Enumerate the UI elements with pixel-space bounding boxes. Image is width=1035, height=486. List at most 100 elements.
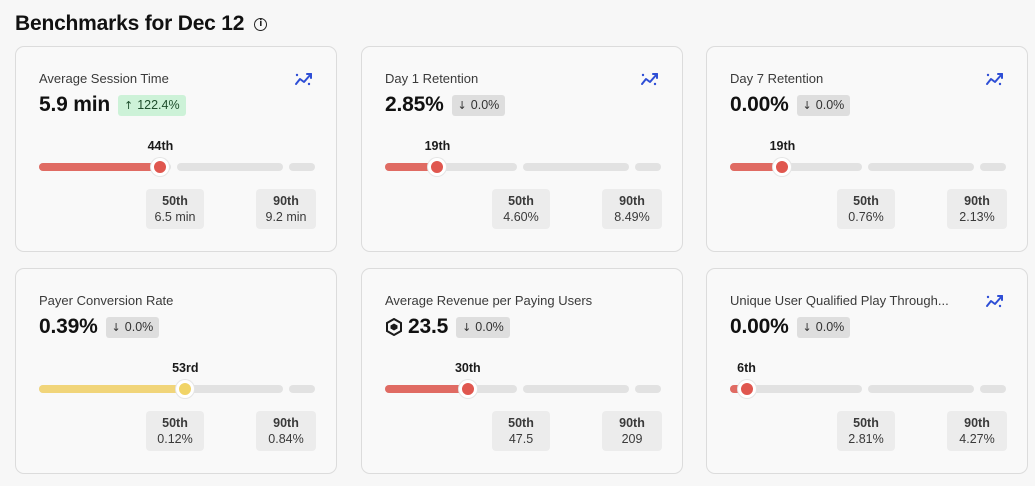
benchmark-90th-value: 0.84% [268, 432, 304, 446]
percentile-fill [730, 163, 783, 171]
percentile-marker [773, 158, 792, 176]
bar-segment-high [289, 163, 315, 171]
percentile-marker [458, 380, 477, 398]
benchmark-50th-value: 0.76% [848, 210, 884, 224]
arrow-down-icon: ↓ [802, 98, 812, 112]
benchmark-90th: 90th 9.2 min [256, 189, 316, 229]
trend-chart-icon[interactable] [294, 71, 314, 87]
benchmark-50th: 50th 0.12% [146, 411, 204, 451]
metric-value: 23.5 [408, 315, 449, 338]
benchmark-90th-value: 9.2 min [265, 210, 307, 224]
page-title: Benchmarks for Dec 12 [15, 12, 245, 35]
percentile-label: 6th [737, 361, 756, 375]
arrow-down-icon: ↓ [802, 320, 812, 334]
benchmark-50th-label: 50th [508, 416, 534, 430]
bar-segment-mid [868, 385, 974, 393]
benchmark-card: Average Revenue per Paying Users 23.5 ↓ … [361, 268, 683, 474]
bar-segment-high [980, 385, 1006, 393]
benchmark-90th-label: 90th [273, 416, 299, 430]
change-badge: ↓ 0.0% [456, 316, 510, 338]
percentile-label: 44th [147, 139, 174, 153]
benchmark-50th: 50th 47.5 [492, 411, 550, 451]
bar-segment-mid [868, 163, 974, 171]
card-title: Day 7 Retention [730, 71, 824, 86]
metric-value: 0.00% [730, 315, 789, 338]
card-title: Unique User Qualified Play Through... [730, 293, 949, 308]
metric-value: 0.39% [39, 315, 98, 338]
bar-segment-high [289, 385, 315, 393]
benchmark-90th: 90th 209 [602, 411, 662, 451]
benchmark-50th-label: 50th [853, 194, 879, 208]
bar-segment-mid [177, 385, 283, 393]
percentile-fill [39, 385, 186, 393]
bar-segment-low [730, 385, 862, 393]
benchmark-50th: 50th 0.76% [837, 189, 895, 229]
benchmark-90th-value: 4.27% [959, 432, 995, 446]
bar-segment-mid [523, 385, 629, 393]
percentile-fill [39, 163, 161, 171]
benchmark-90th-value: 2.13% [959, 210, 995, 224]
benchmark-90th-label: 90th [964, 416, 990, 430]
trend-chart-icon[interactable] [985, 293, 1005, 309]
percentile-label: 30th [454, 361, 481, 375]
arrow-down-icon: ↓ [457, 98, 467, 112]
info-icon[interactable]: i [254, 17, 268, 31]
change-badge: ↑ 122.4% [117, 94, 186, 116]
benchmark-card: Day 7 Retention 0.00% ↓ 0.0% 19th 50th 0… [706, 46, 1028, 252]
benchmark-card: Unique User Qualified Play Through... 0.… [706, 268, 1028, 474]
benchmark-card: Average Session Time 5.9 min ↑ 122.4% 44… [15, 46, 337, 252]
metric-value: 5.9 min [39, 93, 110, 116]
bar-segment-low [730, 163, 862, 171]
change-text: 0.0% [815, 98, 845, 112]
card-title: Day 1 Retention [385, 71, 479, 86]
percentile-marker [176, 380, 195, 398]
bar-segment-high [980, 163, 1006, 171]
benchmark-90th: 90th 2.13% [947, 189, 1007, 229]
percentile-marker [151, 158, 170, 176]
value-row: 0.00% ↓ 0.0% [730, 93, 851, 117]
bar-segment-high [635, 163, 661, 171]
bar-segment-mid [177, 163, 283, 171]
benchmark-90th: 90th 8.49% [602, 189, 662, 229]
robux-icon [385, 317, 403, 337]
change-text: 0.0% [124, 320, 154, 334]
metric-value: 2.85% [385, 93, 444, 116]
benchmark-50th-label: 50th [162, 194, 188, 208]
benchmark-card: Day 1 Retention 2.85% ↓ 0.0% 19th 50th 4… [361, 46, 683, 252]
benchmark-50th-label: 50th [853, 416, 879, 430]
benchmark-90th-value: 209 [621, 432, 643, 446]
percentile-label: 19th [769, 139, 796, 153]
bar-segment-low [385, 163, 517, 171]
benchmark-50th-value: 4.60% [503, 210, 539, 224]
card-title: Average Session Time [39, 71, 169, 86]
percentile-label: 19th [424, 139, 451, 153]
value-row: 0.00% ↓ 0.0% [730, 315, 851, 339]
percentile-marker [428, 158, 447, 176]
percentile-marker [737, 380, 756, 398]
benchmark-50th-value: 6.5 min [154, 210, 196, 224]
benchmark-90th-label: 90th [619, 194, 645, 208]
value-row: 0.39% ↓ 0.0% [39, 315, 160, 339]
bar-segment-high [635, 385, 661, 393]
change-badge: ↓ 0.0% [796, 316, 851, 338]
value-row: 2.85% ↓ 0.0% [385, 93, 506, 117]
change-text: 122.4% [137, 98, 180, 112]
benchmark-90th-value: 8.49% [614, 210, 650, 224]
benchmark-50th: 50th 4.60% [492, 189, 550, 229]
trend-chart-icon[interactable] [985, 71, 1005, 87]
change-text: 0.0% [815, 320, 845, 334]
percentile-label: 53rd [172, 361, 199, 375]
benchmark-50th-value: 0.12% [157, 432, 193, 446]
change-text: 0.0% [475, 320, 504, 334]
benchmark-50th-label: 50th [162, 416, 188, 430]
trend-chart-icon[interactable] [640, 71, 660, 87]
change-badge: ↓ 0.0% [451, 94, 506, 116]
arrow-down-icon: ↓ [111, 320, 121, 334]
benchmark-50th-value: 2.81% [848, 432, 884, 446]
benchmark-90th: 90th 0.84% [256, 411, 316, 451]
arrow-down-icon: ↓ [462, 320, 472, 334]
benchmark-50th-value: 47.5 [508, 432, 534, 446]
percentile-fill [385, 385, 468, 393]
benchmark-card: Payer Conversion Rate 0.39% ↓ 0.0% 53rd … [15, 268, 337, 474]
arrow-up-icon: ↑ [123, 98, 134, 112]
